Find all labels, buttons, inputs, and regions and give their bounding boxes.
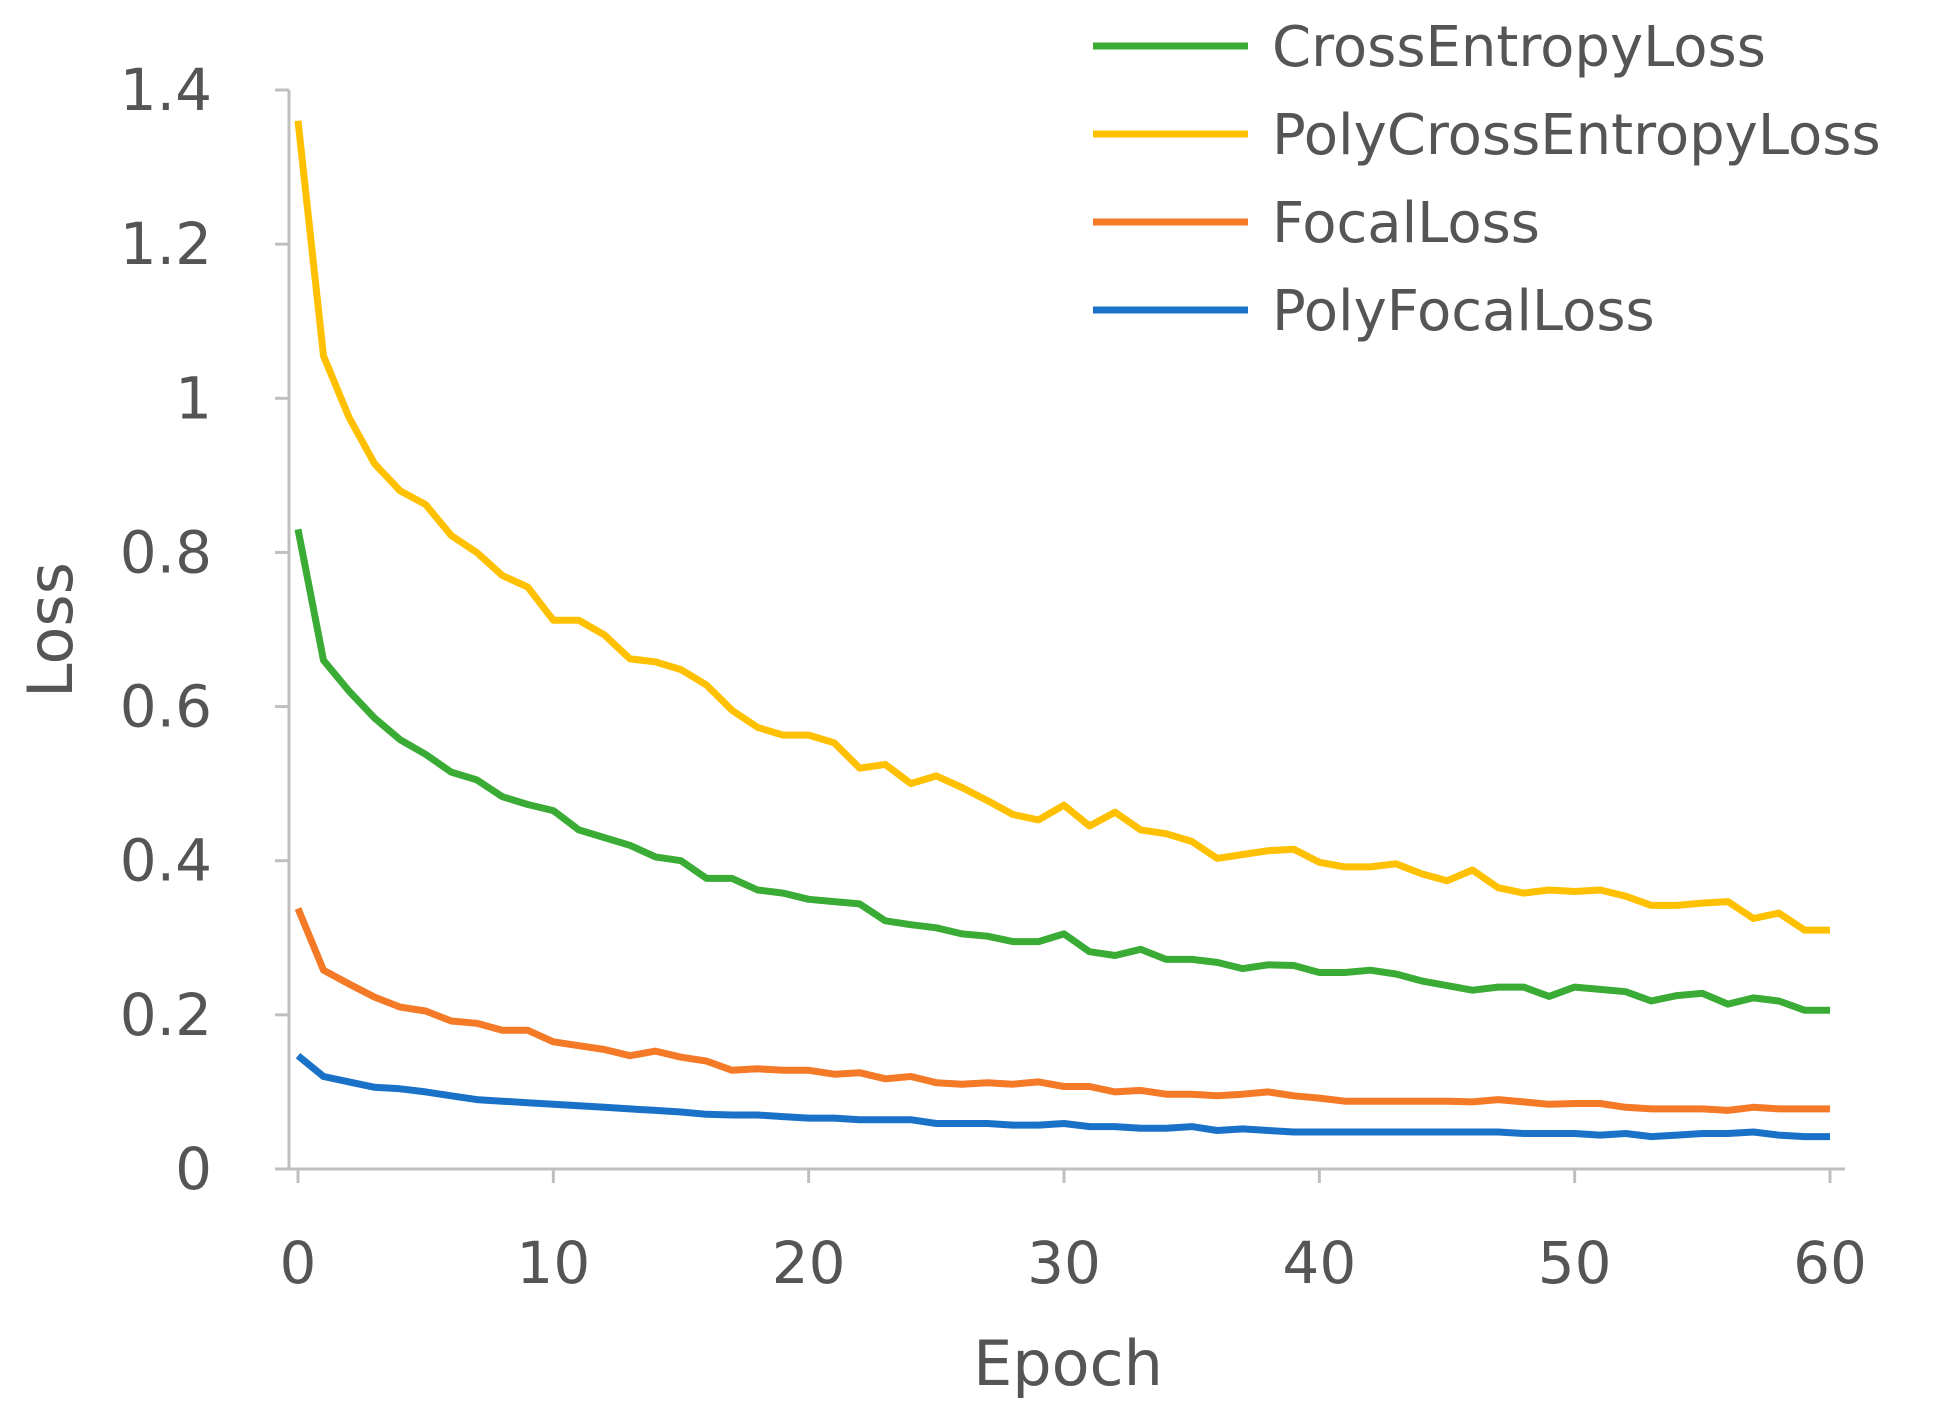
- legend-label-poly-focal-loss: PolyFocalLoss: [1272, 279, 1655, 344]
- y-tick-label: 0.2: [120, 981, 212, 1049]
- x-axis-ticks: 0 10 20 30 40 50 60: [280, 1169, 1867, 1297]
- y-tick-label: 1.4: [120, 56, 212, 124]
- legend-label-poly-cross-entropy-loss: PolyCrossEntropyLoss: [1272, 103, 1881, 168]
- x-tick-label: 10: [516, 1229, 590, 1297]
- series-line-cross-entropy-loss: [294, 528, 1830, 1014]
- y-axis-ticks: 0 0.2 0.4 0.6 0.8 1 1.2 1.4: [120, 56, 289, 1203]
- series-line-focal-loss: [294, 907, 1830, 1114]
- y-tick-label: 0.8: [120, 518, 212, 586]
- y-axis-title: Loss: [14, 562, 87, 698]
- legend-label-focal-loss: FocalLoss: [1272, 191, 1540, 256]
- x-tick-label: 30: [1027, 1229, 1101, 1297]
- y-tick-label: 0.4: [120, 827, 212, 895]
- legend: CrossEntropyLoss PolyCrossEntropyLoss Foca…: [1093, 15, 1881, 344]
- series-line-poly-cross-entropy-loss: [294, 120, 1830, 934]
- x-tick-label: 40: [1282, 1229, 1356, 1297]
- y-tick-label: 0: [175, 1135, 212, 1203]
- y-tick-label: 1: [175, 364, 212, 432]
- x-tick-label: 0: [280, 1229, 317, 1297]
- legend-label-cross-entropy-loss: CrossEntropyLoss: [1272, 15, 1766, 80]
- x-tick-label: 60: [1793, 1229, 1867, 1297]
- series-lines: [294, 120, 1830, 1141]
- x-tick-label: 50: [1538, 1229, 1612, 1297]
- y-tick-label: 0.6: [120, 673, 212, 741]
- x-axis-title: Epoch: [973, 1327, 1163, 1400]
- y-tick-label: 1.2: [120, 210, 212, 278]
- series-line-poly-focal-loss: [295, 1052, 1830, 1141]
- x-tick-label: 20: [772, 1229, 846, 1297]
